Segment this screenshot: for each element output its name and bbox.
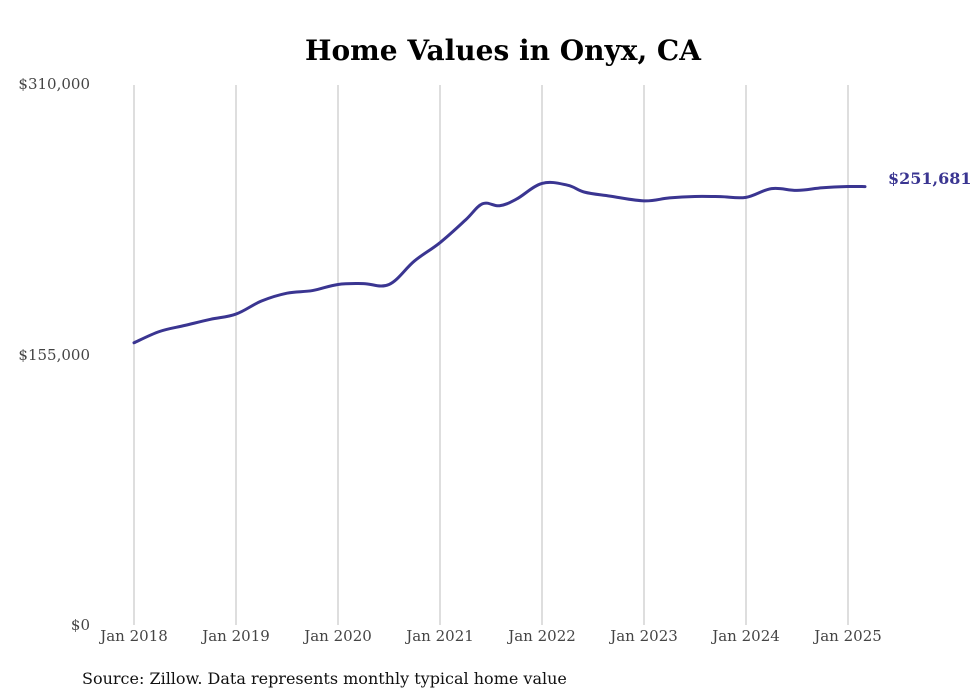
x-tick-label: Jan 2022 xyxy=(506,627,576,645)
grid xyxy=(133,85,849,625)
x-tick-label: Jan 2018 xyxy=(98,627,168,645)
series-layer xyxy=(132,180,867,345)
x-axis-ticks: Jan 2018 Jan 2019 Jan 2020 Jan 2021 Jan 2022… xyxy=(98,627,882,645)
latest-value-label: $251,681 xyxy=(888,169,972,188)
x-tick-label: Jan 2021 xyxy=(404,627,474,645)
chart-title: Home Values in Onyx, CA xyxy=(305,34,702,67)
x-tick-label: Jan 2020 xyxy=(302,627,372,645)
y-tick-label: $0 xyxy=(71,616,90,634)
x-tick-label: Jan 2023 xyxy=(608,627,678,645)
x-tick-label: Jan 2019 xyxy=(200,627,270,645)
x-tick-label: Jan 2025 xyxy=(812,627,882,645)
x-tick-label: Jan 2024 xyxy=(710,627,780,645)
y-tick-label: $155,000 xyxy=(18,346,90,364)
y-tick-label: $310,000 xyxy=(18,75,90,93)
y-axis-ticks: $0 $155,000 $310,000 xyxy=(18,75,90,634)
source-note: Source: Zillow. Data represents monthly … xyxy=(82,669,567,688)
series-line xyxy=(132,180,867,345)
